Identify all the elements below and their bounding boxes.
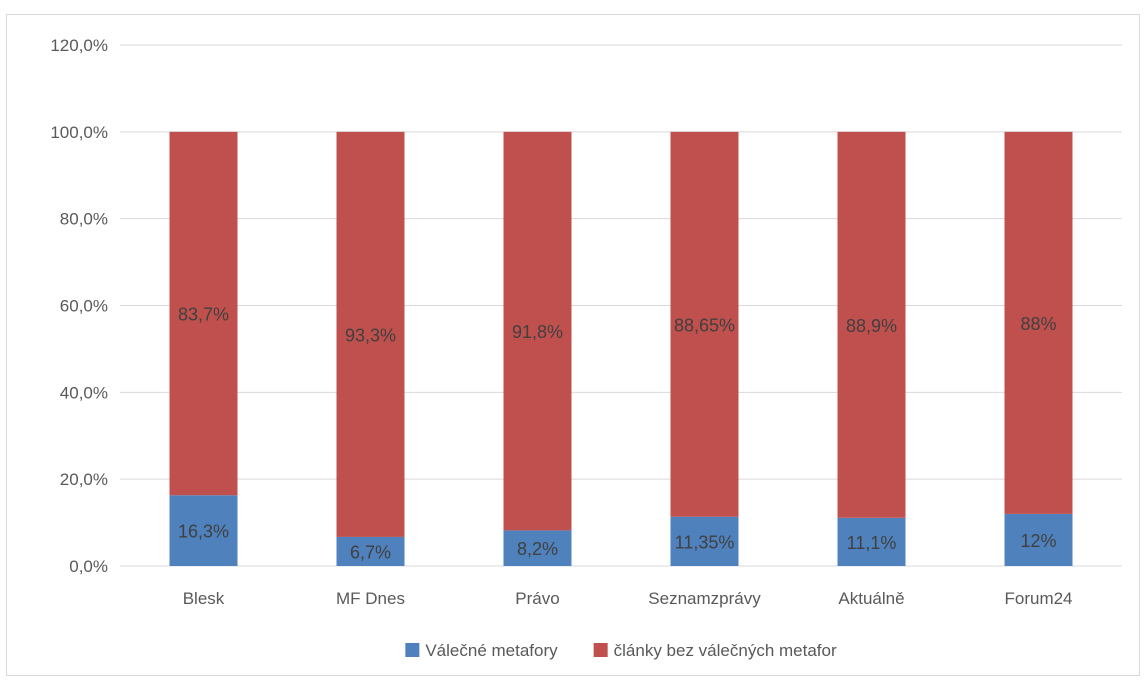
bar-segment [169,131,238,496]
data-label: 88% [1020,314,1056,334]
data-label: 83,7% [178,305,229,325]
category-label: Aktuálně [838,589,904,608]
bar-segment [837,517,906,566]
category-label: Forum24 [1004,589,1072,608]
y-tick-label: 60,0% [60,297,108,316]
category-label: MF Dnes [336,589,405,608]
bar-segment [670,131,739,517]
y-tick-label: 0,0% [69,557,108,576]
legend-swatch [593,643,608,657]
data-label: 91,8% [512,322,563,342]
bar-segment [503,530,572,566]
data-label: 88,9% [846,316,897,336]
data-label: 11,1% [847,533,897,553]
legend-swatch [405,643,420,657]
bar-segment [670,516,739,566]
category-label: Blesk [183,589,225,608]
legend-label: Válečné metafory [425,641,558,660]
bar-segment [1004,131,1073,514]
data-label: 6,7% [350,542,391,562]
category-label: Seznamzprávy [648,589,761,608]
data-label: 11,35% [675,532,735,552]
data-label: 16,3% [178,522,229,542]
bar-segment [1004,513,1073,566]
y-tick-label: 100,0% [50,123,108,142]
category-label: Právo [515,589,559,608]
y-tick-label: 80,0% [60,210,108,229]
bar-segment [503,131,572,531]
data-label: 8,2% [517,539,558,559]
bar-segment [837,131,906,518]
y-tick-label: 120,0% [50,36,108,55]
legend-label: články bez válečných metafor [614,641,837,660]
y-tick-label: 40,0% [60,383,108,402]
y-tick-label: 20,0% [60,470,108,489]
data-label: 88,65% [674,315,735,335]
data-label: 93,3% [345,325,396,345]
bar-segment [336,131,405,537]
bar-segment [169,495,238,566]
bar-segment [336,536,405,566]
data-label: 12% [1020,531,1056,551]
